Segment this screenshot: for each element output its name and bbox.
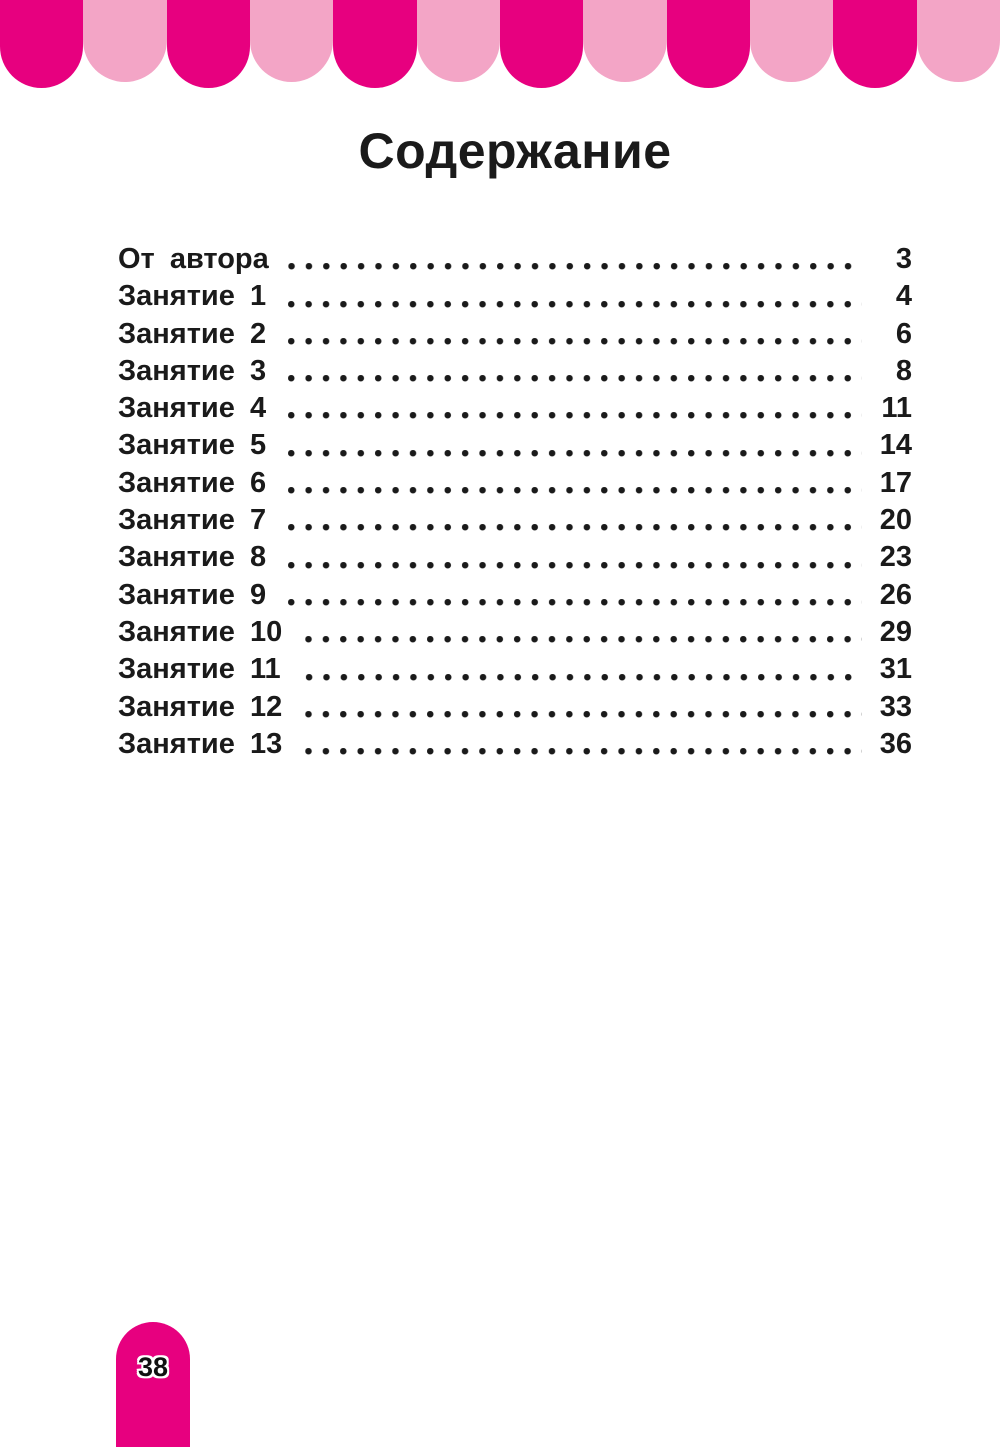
- toc-entry-label: Занятие 12: [118, 690, 283, 723]
- dot-leader: [281, 561, 862, 569]
- dot-leader: [281, 524, 862, 532]
- dot-leader: [281, 449, 862, 457]
- toc-entry: Занятие 2 6: [118, 316, 912, 353]
- dot-leader: [281, 598, 862, 606]
- dot-leader: [297, 710, 862, 718]
- awning-tab-light: [416, 0, 500, 82]
- toc-entry-page: 29: [879, 615, 912, 648]
- table-of-contents: От автора 3 Занятие 1 4 Занятие 2 6 Занятие 3 8…: [118, 241, 912, 763]
- toc-entry-label: Занятие 9: [118, 578, 267, 611]
- dot-leader: [295, 673, 862, 681]
- toc-entry-page: 3: [895, 243, 912, 275]
- toc-entry-page: 20: [879, 504, 912, 537]
- toc-entry-page: 6: [895, 317, 912, 350]
- dot-leader: [297, 748, 862, 756]
- toc-entry-label: Занятие 3: [118, 354, 267, 387]
- dot-leader: [283, 263, 862, 271]
- toc-entry-page: 33: [879, 690, 912, 723]
- toc-entry: Занятие 12 33: [118, 689, 912, 726]
- toc-entry-label: От автора: [118, 243, 269, 275]
- toc-entry-label: Занятие 8: [118, 541, 267, 574]
- dot-leader: [281, 375, 862, 383]
- toc-entry-page: 8: [895, 354, 912, 387]
- awning-tab-dark: [0, 0, 84, 88]
- dot-leader: [297, 636, 862, 644]
- toc-entry-label: Занятие 1: [118, 280, 267, 313]
- toc-entry: Занятие 1 4: [118, 278, 912, 315]
- awning-tab-dark: [333, 0, 417, 88]
- awning-tab-light: [749, 0, 834, 82]
- awning-tab-light: [916, 0, 1000, 82]
- awning-tab-light: [83, 0, 167, 82]
- toc-entry-label: Занятие 5: [118, 429, 267, 462]
- toc-entry-page: 26: [879, 578, 912, 611]
- toc-entry: От автора 3: [118, 241, 912, 278]
- toc-entry-label: Занятие 13: [118, 727, 283, 760]
- toc-entry-page: 36: [879, 727, 912, 760]
- toc-entry-label: Занятие 4: [118, 392, 267, 425]
- toc-entry: Занятие 10 29: [118, 614, 912, 651]
- toc-entry: Занятие 13 36: [118, 726, 912, 763]
- page-title: Содержание: [358, 123, 672, 179]
- toc-entry-page: 14: [879, 429, 912, 462]
- toc-entry-page: 4: [895, 280, 912, 313]
- awning-tab-dark: [499, 0, 584, 88]
- awning-tab-light: [583, 0, 667, 82]
- awning-border: [0, 0, 1000, 92]
- toc-entry: Занятие 5 14: [118, 427, 912, 464]
- toc-entry: Занятие 6 17: [118, 465, 912, 502]
- toc-entry: Занятие 9 26: [118, 577, 912, 614]
- awning-tab-light: [249, 0, 334, 82]
- toc-entry-page: 17: [879, 466, 912, 499]
- awning-tab-dark: [166, 0, 250, 88]
- toc-entry-page: 11: [881, 392, 912, 425]
- toc-entry-label: Занятие 10: [118, 615, 283, 648]
- toc-entry: Занятие 3 8: [118, 353, 912, 390]
- toc-entry-label: Занятие 7: [118, 504, 267, 537]
- toc-entry: Занятие 7 20: [118, 502, 912, 539]
- toc-entry-label: Занятие 11: [118, 653, 281, 686]
- toc-entry-label: Занятие 2: [118, 317, 267, 350]
- page-number-tab: 38: [116, 1322, 190, 1447]
- dot-leader: [281, 300, 862, 308]
- toc-entry-label: Занятие 6: [118, 466, 267, 499]
- awning-tab-dark: [833, 0, 917, 88]
- dot-leader: [281, 412, 862, 420]
- toc-entry-page: 23: [879, 541, 912, 574]
- toc-entry: Занятие 11 31: [118, 651, 912, 688]
- page-number: 38: [137, 1352, 169, 1382]
- toc-entry-page: 31: [879, 653, 912, 686]
- awning-tab-dark: [666, 0, 750, 88]
- dot-leader: [281, 487, 862, 495]
- toc-entry: Занятие 4 11: [118, 390, 912, 427]
- dot-leader: [281, 337, 862, 345]
- toc-entry: Занятие 8 23: [118, 539, 912, 576]
